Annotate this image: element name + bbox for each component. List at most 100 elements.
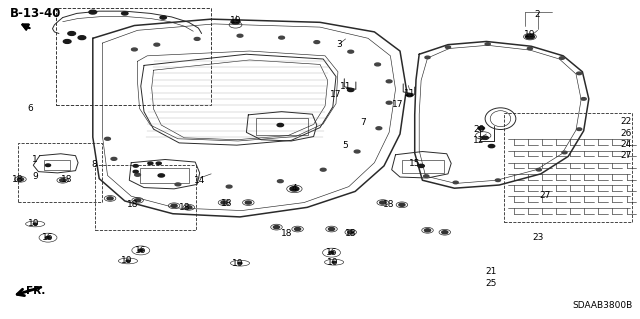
Circle shape: [45, 164, 51, 167]
Text: 16: 16: [135, 246, 147, 255]
Text: 18: 18: [281, 229, 292, 238]
Circle shape: [418, 164, 424, 167]
Text: SDAAB3800B: SDAAB3800B: [572, 301, 632, 310]
Text: 10: 10: [121, 256, 132, 265]
Circle shape: [78, 36, 86, 40]
Circle shape: [329, 251, 334, 254]
Circle shape: [63, 40, 71, 43]
Text: 18: 18: [383, 200, 395, 209]
Circle shape: [148, 162, 153, 165]
Circle shape: [237, 34, 243, 37]
Circle shape: [186, 206, 192, 209]
Text: 15: 15: [409, 159, 420, 168]
Circle shape: [89, 10, 97, 14]
Circle shape: [348, 50, 354, 53]
Bar: [44, 160, 70, 170]
Circle shape: [60, 179, 66, 182]
Text: 10: 10: [232, 259, 244, 268]
Circle shape: [488, 145, 495, 148]
Circle shape: [238, 262, 242, 264]
Circle shape: [406, 93, 413, 97]
Text: 11: 11: [404, 89, 415, 98]
Circle shape: [348, 88, 354, 92]
Circle shape: [321, 168, 326, 171]
Circle shape: [160, 16, 166, 19]
Text: 18: 18: [221, 199, 233, 208]
Bar: [504, 113, 632, 222]
Circle shape: [525, 34, 534, 39]
Circle shape: [482, 136, 488, 139]
Circle shape: [425, 56, 430, 59]
Circle shape: [485, 43, 490, 45]
Circle shape: [133, 165, 138, 167]
Text: 22: 22: [620, 117, 632, 126]
Circle shape: [33, 223, 37, 225]
Circle shape: [154, 43, 160, 46]
Bar: [402, 160, 444, 173]
Circle shape: [376, 127, 381, 130]
Circle shape: [577, 72, 582, 75]
Text: 17: 17: [392, 100, 404, 109]
Text: FR.: FR.: [26, 286, 45, 296]
Circle shape: [122, 12, 128, 15]
Circle shape: [105, 137, 111, 140]
Circle shape: [559, 57, 564, 59]
Text: 18: 18: [345, 229, 356, 238]
Circle shape: [355, 150, 360, 153]
Circle shape: [562, 151, 567, 154]
Bar: [140, 168, 189, 183]
Bar: [18, 143, 102, 202]
Circle shape: [445, 46, 451, 48]
Text: 19: 19: [524, 30, 536, 39]
Text: 4: 4: [292, 184, 297, 193]
Circle shape: [273, 226, 280, 229]
Text: 21: 21: [486, 267, 497, 276]
Text: 1: 1: [33, 155, 38, 164]
Text: 12: 12: [473, 137, 484, 145]
Circle shape: [133, 170, 138, 173]
Circle shape: [348, 231, 354, 234]
Text: 19: 19: [230, 16, 241, 25]
Text: 5: 5: [343, 141, 348, 150]
Text: B-13-40: B-13-40: [10, 7, 61, 20]
Circle shape: [245, 201, 252, 204]
Text: 7: 7: [361, 118, 366, 127]
Circle shape: [478, 127, 484, 130]
Circle shape: [424, 175, 429, 177]
Circle shape: [380, 201, 386, 204]
Circle shape: [278, 180, 284, 182]
Circle shape: [332, 261, 336, 263]
Circle shape: [231, 19, 240, 24]
Circle shape: [45, 236, 51, 239]
Circle shape: [399, 203, 405, 206]
Text: 25: 25: [486, 279, 497, 288]
Text: 10: 10: [327, 258, 339, 267]
Circle shape: [158, 174, 164, 177]
Text: 9: 9: [33, 172, 38, 181]
Text: 26: 26: [620, 129, 632, 138]
Circle shape: [126, 260, 130, 262]
Text: 3: 3: [337, 40, 342, 49]
Text: 20: 20: [473, 125, 484, 134]
Circle shape: [221, 201, 227, 204]
Bar: [56, 8, 211, 105]
Circle shape: [442, 231, 448, 234]
Circle shape: [135, 174, 141, 176]
Bar: [256, 118, 308, 135]
Text: 8: 8: [92, 160, 97, 169]
Text: 18: 18: [179, 204, 190, 212]
Text: 6: 6: [28, 104, 33, 113]
Circle shape: [171, 204, 177, 207]
Circle shape: [17, 178, 24, 181]
Circle shape: [132, 48, 138, 51]
Circle shape: [290, 187, 299, 191]
Circle shape: [424, 229, 431, 232]
Bar: [95, 165, 196, 230]
Circle shape: [453, 181, 458, 184]
Text: 24: 24: [620, 140, 632, 149]
Circle shape: [294, 227, 301, 231]
Circle shape: [156, 162, 161, 165]
Circle shape: [277, 123, 284, 127]
Circle shape: [111, 158, 116, 160]
Text: 17: 17: [330, 90, 342, 99]
